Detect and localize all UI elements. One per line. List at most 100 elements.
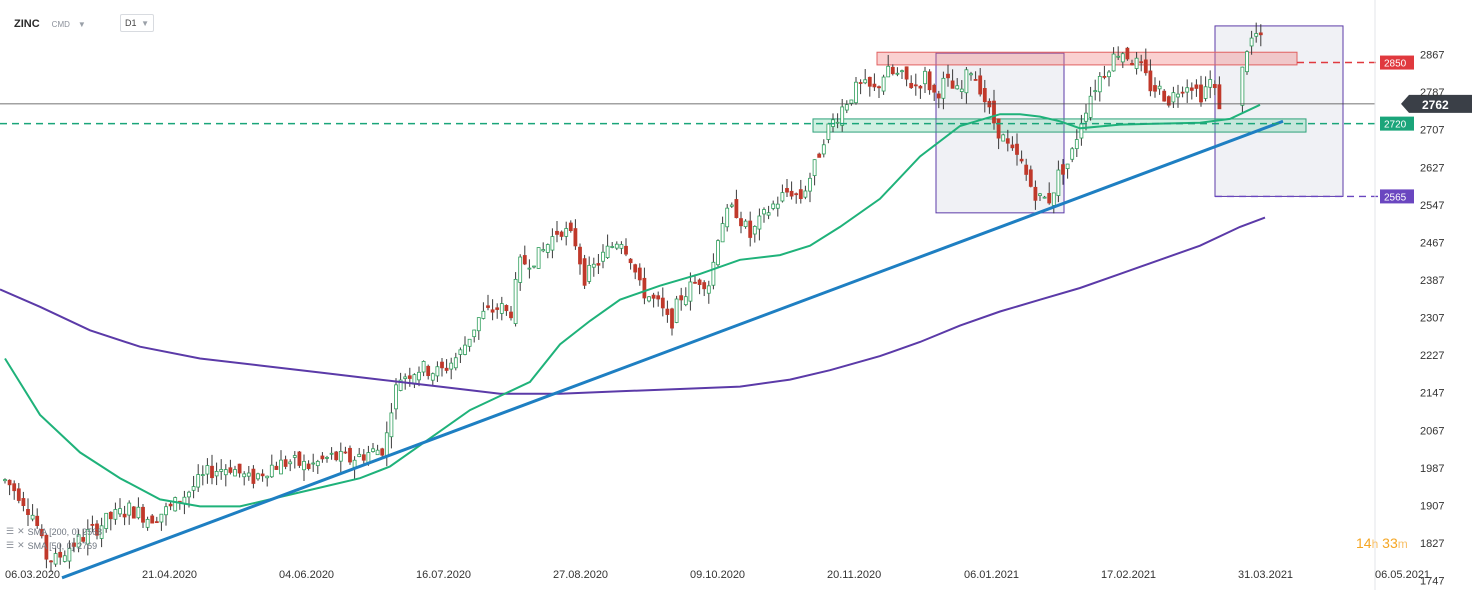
candle-body [371, 448, 375, 452]
candle-body [1143, 59, 1148, 74]
candle-body [863, 79, 868, 84]
close-icon[interactable]: ✕ [17, 526, 25, 536]
candle-body [256, 473, 260, 480]
candle-body [426, 365, 431, 377]
chevron-down-icon[interactable]: ▼ [141, 18, 149, 28]
candle-body [665, 308, 670, 315]
candle-body [343, 451, 348, 454]
symbol-source: CMD [51, 19, 70, 29]
candle-body [518, 256, 523, 283]
x-axis: 06.03.2020 21.04.2020 04.06.2020 16.07.2020… [5, 569, 1430, 581]
list-icon[interactable]: ☰ [6, 526, 15, 536]
candle-body [338, 451, 343, 462]
candle-body [472, 329, 477, 338]
y-tick-label: 1987 [1420, 463, 1444, 475]
candle-body [467, 338, 472, 347]
candle-body [541, 249, 546, 252]
candle-body [1015, 143, 1019, 155]
candle-body [104, 512, 109, 529]
candle-body [1111, 53, 1116, 72]
candle-body [1258, 32, 1263, 36]
candle-body [403, 376, 408, 379]
candle-body [1019, 158, 1024, 162]
candle-body [99, 525, 104, 539]
candle-body [72, 542, 76, 547]
level-badge-2565 [1380, 189, 1414, 204]
candle-body [394, 384, 398, 410]
candle-body [1033, 186, 1038, 201]
candle-body [380, 448, 385, 456]
candle-body [407, 375, 412, 379]
candle-body [651, 294, 656, 299]
candle-body [978, 75, 983, 95]
candle-body [794, 193, 799, 196]
candle-body [1254, 33, 1259, 37]
candle-body [762, 209, 766, 215]
timeframe-selector[interactable]: D1 ▼ [120, 14, 154, 32]
candle-timer: 14h 33m [1356, 535, 1408, 551]
candle-body [265, 475, 270, 479]
candle-body [720, 223, 725, 243]
candle-body [913, 84, 918, 87]
candle-body [58, 551, 63, 558]
candle-body [918, 85, 923, 89]
candle-body [826, 123, 831, 140]
candle-body [1176, 93, 1180, 98]
candle-body [849, 99, 854, 104]
candle-body [463, 344, 467, 355]
candle-body [536, 247, 541, 269]
candle-body [1199, 84, 1203, 103]
candle-body [992, 100, 996, 124]
candle-body [187, 491, 191, 498]
candle-body [1001, 134, 1006, 142]
candle-body [205, 465, 210, 475]
y-tick-label: 2707 [1420, 125, 1444, 137]
candle-body [1240, 66, 1245, 106]
candle-body [877, 86, 881, 89]
candle-body [12, 483, 17, 492]
candle-body [76, 534, 81, 548]
candle-body [269, 464, 274, 478]
candle-body [1208, 79, 1213, 88]
candle-body [674, 298, 679, 323]
y-tick-label: 2787 [1420, 87, 1444, 99]
candle-body [982, 88, 987, 103]
candle-body [932, 84, 937, 93]
y-tick-label: 2467 [1420, 237, 1444, 249]
candle-body [1185, 87, 1190, 93]
candle-body [1245, 51, 1249, 73]
candle-body [775, 203, 780, 209]
level-label-2565: 2565 [1384, 192, 1407, 203]
candle-body [817, 153, 822, 158]
candle-body [237, 463, 242, 474]
candle-body [26, 509, 30, 515]
candle-body [279, 459, 283, 475]
candle-body [555, 230, 559, 235]
candle-body [21, 498, 26, 507]
symbol-selector[interactable]: ZINC CMD ▼ [14, 14, 86, 34]
chevron-down-icon[interactable]: ▼ [77, 19, 86, 29]
candles-layer [3, 22, 1263, 572]
candle-body [881, 76, 886, 92]
candle-body [927, 71, 932, 91]
candle-body [384, 432, 389, 457]
candle-body [1212, 84, 1217, 89]
candle-body [697, 279, 702, 285]
candle-body [633, 264, 638, 273]
candle-body [559, 231, 564, 237]
candle-body [320, 455, 325, 460]
candle-body [1028, 169, 1033, 187]
legend-item-sma50: ☰ ✕ SMA [50, 0] 2769 [6, 540, 97, 551]
list-icon[interactable]: ☰ [6, 540, 15, 550]
candle-body [164, 506, 168, 516]
candle-body [1134, 57, 1139, 69]
candle-body [39, 529, 44, 537]
candle-body [706, 285, 711, 294]
candle-body [950, 80, 955, 89]
close-icon[interactable]: ✕ [17, 540, 25, 550]
levels-layer: 2762 2850 2720 2565 [0, 55, 1472, 204]
candle-body [1051, 192, 1056, 206]
candle-body [693, 281, 697, 284]
y-tick-label: 2147 [1420, 388, 1444, 400]
